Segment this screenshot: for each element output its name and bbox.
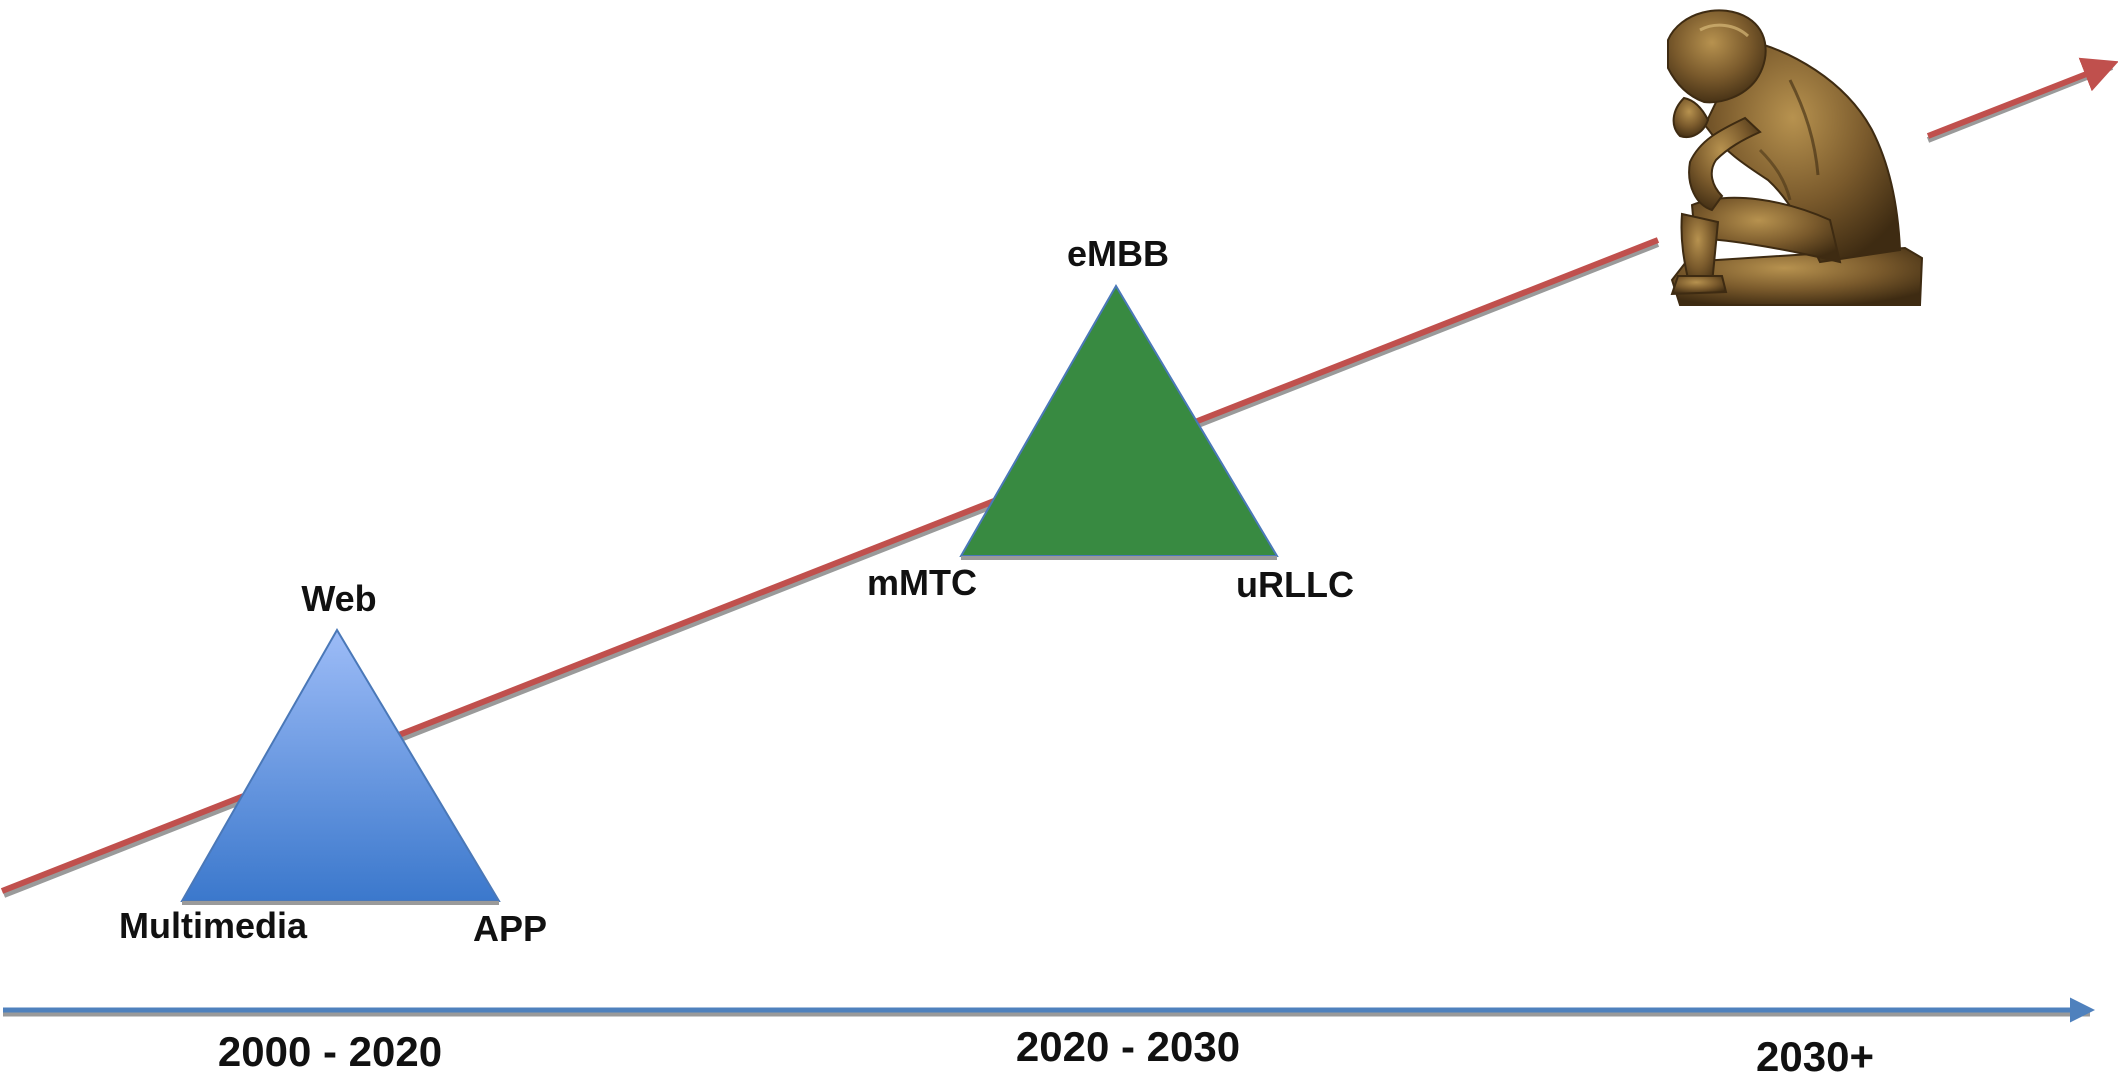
past-top-label: Web (301, 578, 376, 619)
triangle-present (959, 284, 1279, 560)
era-label-present: 2020 - 2030 (1016, 1023, 1240, 1070)
past-left-label: Multimedia (119, 905, 308, 946)
present-left-label: mMTC (867, 562, 977, 603)
timeline-arrow (3, 997, 2095, 1023)
triangle-past (180, 628, 501, 905)
era-label-future: 2030+ (1756, 1033, 1874, 1077)
era-label-past: 2000 - 2020 (218, 1028, 442, 1075)
past-right-label: APP (473, 908, 547, 949)
present-top-label: eMBB (1067, 233, 1169, 274)
present-right-label: uRLLC (1236, 564, 1354, 605)
thinker-statue-icon (1667, 9, 1924, 306)
